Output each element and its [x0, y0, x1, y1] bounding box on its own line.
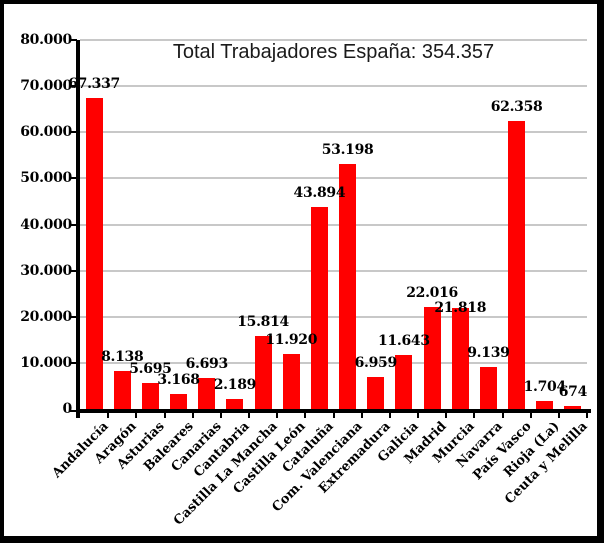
y-tick-label: 40.000 — [20, 216, 72, 233]
y-tick-label: 50.000 — [20, 170, 72, 187]
x-tick — [501, 413, 504, 418]
x-tick — [135, 413, 138, 418]
y-tick-label: 60.000 — [20, 124, 72, 141]
y-tick-label: 0 — [62, 401, 73, 417]
x-tick — [417, 413, 419, 418]
bar — [282, 354, 300, 409]
y-tick — [70, 177, 77, 180]
y-tick-label: 10.000 — [20, 354, 72, 371]
y-tick-label: 70.000 — [20, 78, 72, 95]
x-tick — [248, 413, 250, 418]
x-tick — [360, 413, 363, 418]
bar-value-label: 62.358 — [490, 99, 543, 116]
bar — [310, 206, 328, 409]
bar — [395, 355, 413, 409]
bar-value-label: 6.959 — [354, 354, 398, 371]
x-tick — [445, 413, 448, 418]
chart-title: Total Trabajadores España: 354.357 — [172, 41, 495, 63]
y-tick-label: 20.000 — [20, 308, 72, 325]
bar-value-label: 67.337 — [68, 76, 120, 93]
x-axis-line — [76, 409, 591, 413]
y-tick — [70, 131, 77, 134]
bar — [170, 394, 188, 409]
x-tick — [276, 413, 279, 418]
bar-value-label: 11.643 — [378, 333, 430, 350]
bar-value-label: 5.695 — [129, 360, 172, 377]
x-tick — [163, 413, 166, 418]
bar — [367, 376, 385, 409]
bar-value-label: 6.693 — [185, 356, 229, 373]
y-tick-label: 80.000 — [20, 32, 72, 48]
bar — [508, 121, 526, 409]
y-axis-line — [76, 40, 80, 418]
x-tick — [304, 413, 307, 418]
y-tick — [70, 361, 77, 364]
gridline — [80, 361, 587, 364]
gridline — [80, 39, 587, 41]
x-tick — [529, 413, 532, 418]
bar-value-label: 674 — [558, 383, 588, 400]
bar — [451, 308, 469, 409]
x-tick — [332, 413, 335, 418]
bar-value-label: 43.894 — [293, 184, 346, 201]
bar — [85, 98, 103, 409]
bar — [564, 405, 582, 409]
y-tick-label: 30.000 — [20, 262, 72, 279]
bar — [226, 398, 244, 409]
bar-value-label: 53.198 — [321, 141, 374, 158]
x-tick — [586, 413, 588, 418]
bar — [254, 336, 272, 409]
y-tick — [70, 315, 77, 318]
x-tick — [388, 413, 391, 418]
x-tick — [557, 413, 560, 418]
gridline — [80, 269, 587, 272]
bar — [198, 378, 216, 409]
y-tick — [70, 410, 77, 412]
bar-value-label: 22.016 — [406, 285, 458, 302]
bar-value-label: 21.818 — [434, 300, 487, 317]
bar — [339, 163, 357, 409]
bar — [536, 401, 554, 409]
bar-value-label: 3.168 — [157, 372, 200, 389]
x-tick — [219, 413, 222, 418]
x-tick — [107, 413, 110, 418]
bar-value-label: 9.139 — [467, 344, 510, 361]
y-tick — [70, 269, 77, 272]
gridline — [80, 131, 587, 134]
x-tick — [191, 413, 194, 418]
y-tick — [70, 223, 77, 226]
plot-area: 0 10.000 20.000 30.000 40.000 50.000 60.000 70.… — [4, 4, 597, 536]
bar — [479, 366, 497, 409]
gridline — [80, 223, 587, 226]
bar-value-label: 11.920 — [265, 332, 318, 349]
gridline — [80, 177, 587, 180]
x-tick — [473, 413, 476, 418]
bar-value-label: 15.814 — [237, 314, 289, 331]
bar-value-label: 8.138 — [101, 349, 144, 366]
bar-value-label: 2.189 — [213, 376, 257, 393]
y-tick — [70, 39, 77, 41]
bar — [113, 371, 131, 409]
gridline — [80, 315, 587, 318]
bar — [423, 307, 441, 409]
bar — [141, 382, 159, 409]
y-tick — [70, 85, 77, 88]
gridline — [80, 85, 587, 88]
bar-value-label: 1.704 — [523, 379, 567, 396]
